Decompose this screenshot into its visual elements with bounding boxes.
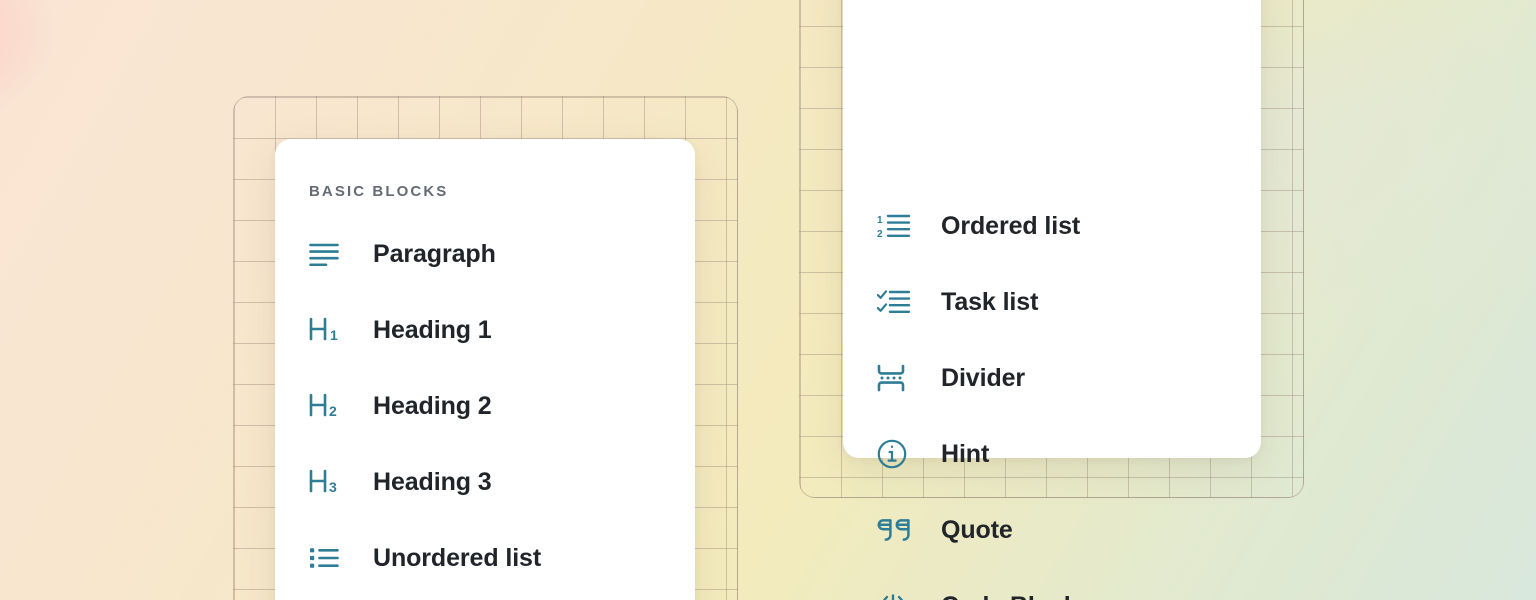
menu-item-label: Code Block <box>941 592 1078 600</box>
svg-text:1: 1 <box>877 215 883 226</box>
menu-item-task-list[interactable]: Task list <box>843 264 1261 340</box>
menu-item-heading-1[interactable]: 1 Heading 1 <box>275 292 695 368</box>
basic-blocks-menu-list: Paragraph 1 Heading 1 <box>275 216 695 596</box>
menu-item-label: Divider <box>941 363 1026 392</box>
paragraph-lines-icon <box>309 239 345 269</box>
quote-marks-icon <box>877 515 913 545</box>
bulleted-list-icon <box>309 543 345 573</box>
svg-text:3: 3 <box>329 479 337 495</box>
menu-item-label: Heading 3 <box>373 467 492 496</box>
code-angle-brackets-icon <box>877 591 913 600</box>
svg-text:2: 2 <box>329 403 337 419</box>
advanced-blocks-menu-card: 1 2 Ordered list <box>843 0 1261 600</box>
section-label-basic-blocks: BASIC BLOCKS <box>309 183 449 200</box>
menu-item-heading-3[interactable]: 3 Heading 3 <box>275 444 695 520</box>
menu-item-divider[interactable]: Divider <box>843 340 1261 416</box>
menu-item-label: Task list <box>941 287 1039 316</box>
menu-item-label: Paragraph <box>373 239 496 268</box>
menu-item-label: Quote <box>941 515 1013 544</box>
menu-item-heading-2[interactable]: 2 Heading 2 <box>275 368 695 444</box>
menu-item-label: Heading 2 <box>373 391 492 420</box>
menu-item-label: Hint <box>941 439 990 468</box>
info-circle-icon <box>877 439 913 469</box>
menu-item-quote[interactable]: Quote <box>843 492 1261 568</box>
menu-item-label: Ordered list <box>941 211 1081 240</box>
basic-blocks-menu-card: BASIC BLOCKS Paragraph <box>275 139 695 600</box>
heading-3-icon: 3 <box>309 467 345 497</box>
heading-1-icon: 1 <box>309 315 345 345</box>
checklist-icon <box>877 287 913 317</box>
menu-item-paragraph[interactable]: Paragraph <box>275 216 695 292</box>
numbered-list-icon: 1 2 <box>877 211 913 241</box>
menu-item-unordered-list[interactable]: Unordered list <box>275 520 695 596</box>
menu-item-hint[interactable]: Hint <box>843 416 1261 492</box>
svg-text:1: 1 <box>330 327 338 343</box>
menu-item-label: Heading 1 <box>373 315 492 344</box>
menu-item-label: Unordered list <box>373 543 542 572</box>
menu-item-ordered-list[interactable]: 1 2 Ordered list <box>843 188 1261 264</box>
advanced-blocks-menu-list: 1 2 Ordered list <box>843 0 1261 600</box>
menu-item-code-block[interactable]: Code Block <box>843 568 1261 600</box>
heading-2-icon: 2 <box>309 391 345 421</box>
divider-icon <box>877 363 913 393</box>
svg-text:2: 2 <box>877 229 883 239</box>
